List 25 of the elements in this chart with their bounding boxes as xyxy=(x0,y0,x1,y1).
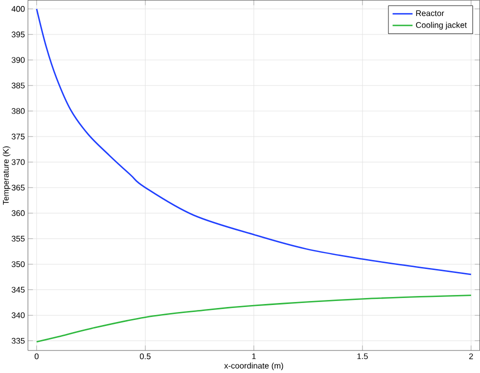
y-tick-label: 365 xyxy=(12,184,25,191)
x-tick-label: 1 xyxy=(252,353,256,360)
y-tick-label: 400 xyxy=(12,6,25,12)
x-tick-label: 1.5 xyxy=(357,353,368,360)
y-axis-title: Temperature (K) xyxy=(2,146,10,205)
line-series xyxy=(36,294,472,343)
x-tick-label: 0.5 xyxy=(140,353,151,360)
legend-label: Cooling jacket xyxy=(416,22,467,30)
y-tick-label: 340 xyxy=(12,312,25,318)
y-tick-label: 370 xyxy=(12,159,25,166)
y-tick-label: 355 xyxy=(12,236,25,242)
y-tick-label: 395 xyxy=(12,32,25,38)
y-tick-label: 335 xyxy=(12,338,25,344)
x-tick-label: 2 xyxy=(469,353,473,360)
y-tick-label: 380 xyxy=(12,108,25,114)
x-tick-label: 0 xyxy=(34,353,39,360)
y-tick-label: 360 xyxy=(12,210,25,216)
y-tick-label: 345 xyxy=(12,286,25,293)
y-tick-label: 350 xyxy=(12,261,25,268)
y-tick-label: 385 xyxy=(12,82,25,88)
line-series xyxy=(36,8,472,276)
x-axis-title: x-coordinate (m) xyxy=(224,362,284,370)
y-tick-label: 390 xyxy=(12,57,25,63)
legend-label: Reactor xyxy=(416,10,444,16)
y-tick-label: 375 xyxy=(12,134,25,140)
